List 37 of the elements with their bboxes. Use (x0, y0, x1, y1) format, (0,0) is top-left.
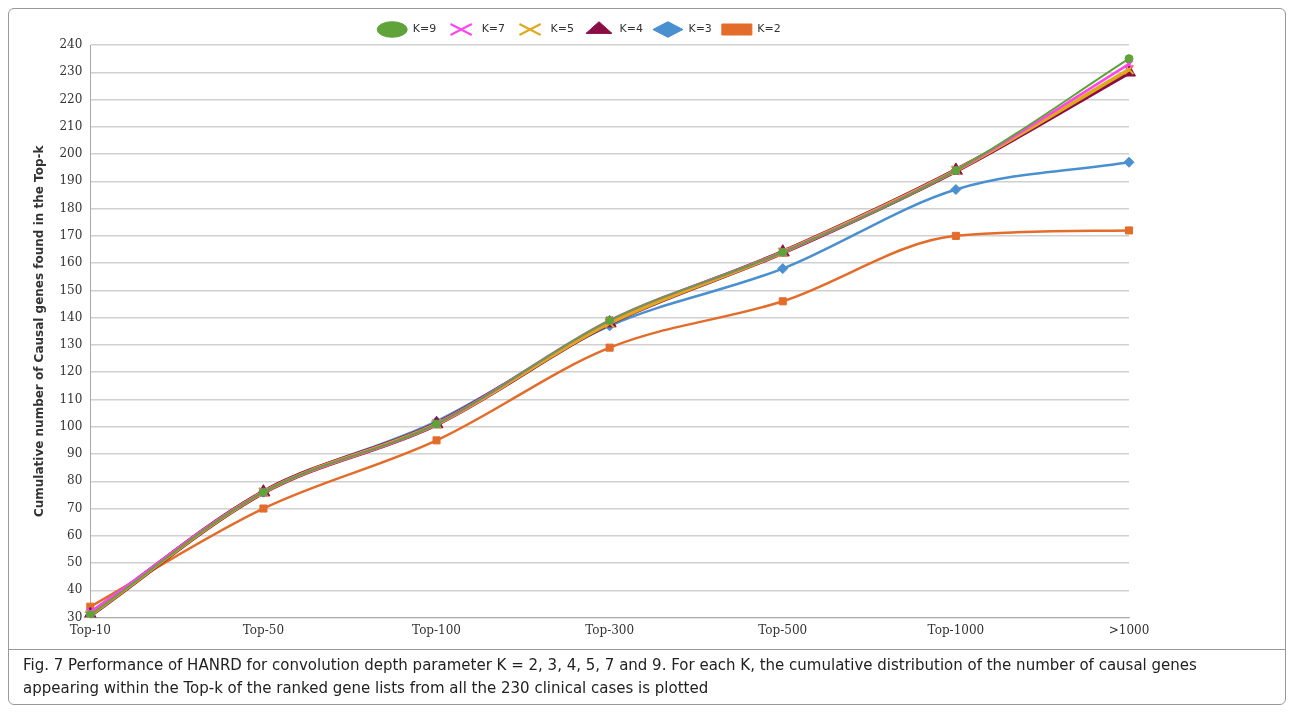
y-tick-label: 30 (67, 609, 83, 624)
y-tick-label: 80 (67, 473, 83, 488)
y-tick-label: 180 (59, 200, 83, 215)
x-tick-label: Top-50 (242, 622, 285, 637)
caption: Fig. 7 Performance of HANRD for convolution depth parameter K = 2, 3, 4, 5, 7 and 9. For each K, the cumulative distribution of the number of causal genes appearing within the Top-k of the ranked gene lists from all the 230 clinical cases is plotted (23, 655, 1198, 699)
y-tick-label: 230 (59, 64, 83, 79)
y-tick-label: 140 (59, 309, 83, 324)
x-tick-label: Top-500 (758, 622, 808, 637)
y-tick-label: 220 (59, 91, 83, 106)
y-axis-title: Cumulative number of Causal genes found in the Top-k (32, 144, 47, 518)
y-tick-label: 90 (67, 446, 83, 461)
y-tick-label: 40 (67, 582, 83, 597)
legend-label: K=3 (688, 22, 712, 36)
y-tick-label: 210 (59, 118, 83, 133)
y-tick-label: 110 (59, 391, 83, 406)
y-tick-label: 120 (59, 364, 83, 379)
y-tick-label: 150 (59, 282, 83, 297)
y-tick-label: 200 (59, 146, 83, 161)
legend-label: K=5 (550, 22, 575, 36)
y-tick-label: 60 (67, 527, 83, 542)
y-tick-label: 190 (59, 173, 83, 188)
x-tick-label: Top-1000 (927, 622, 985, 637)
y-tick-label: 130 (59, 337, 83, 352)
x-tick-label: Top-100 (412, 622, 461, 637)
y-tick-label: 160 (59, 255, 83, 270)
y-tick-label: 70 (67, 500, 83, 515)
y-tick-label: 170 (59, 227, 83, 242)
legend-label: K=9 (412, 22, 437, 36)
y-tick-label: 100 (59, 418, 83, 433)
y-tick-label: 240 (59, 37, 83, 52)
x-tick-label: >1000 (1108, 622, 1150, 637)
legend-label: K=7 (481, 22, 506, 36)
y-tick-label: 50 (67, 555, 83, 570)
x-tick-label: Top-10 (69, 622, 111, 637)
legend-label: K=4 (619, 22, 643, 36)
legend-label: K=2 (757, 22, 781, 36)
x-tick-label: Top-300 (585, 622, 635, 637)
